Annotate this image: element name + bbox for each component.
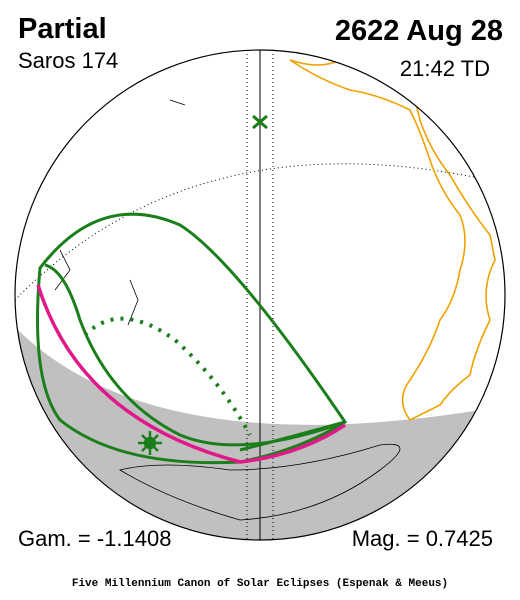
meridian-dotted <box>246 50 274 540</box>
title: Partial <box>18 13 107 45</box>
magnitude: Mag. = 0.7425 <box>352 526 493 551</box>
globe-features <box>15 50 505 540</box>
antarctica-coast <box>118 443 401 521</box>
islands <box>54 99 186 326</box>
south-america-coast <box>289 59 496 422</box>
eclipse-limit-outer <box>36 212 348 465</box>
credit: Five Millennium Canon of Solar Eclipses … <box>72 578 448 590</box>
greatest-eclipse-path <box>36 284 346 464</box>
eclipse-limit-inner <box>44 263 346 452</box>
sub-lunar-point <box>252 114 268 130</box>
saros: Saros 174 <box>18 48 118 73</box>
globe-outline <box>14 49 506 541</box>
greatest-eclipse-point <box>138 431 162 455</box>
gamma: Gam. = -1.1408 <box>18 526 171 551</box>
time: 21:42 TD <box>400 56 490 81</box>
equator <box>15 163 505 301</box>
date: 2622 Aug 28 <box>335 15 503 47</box>
